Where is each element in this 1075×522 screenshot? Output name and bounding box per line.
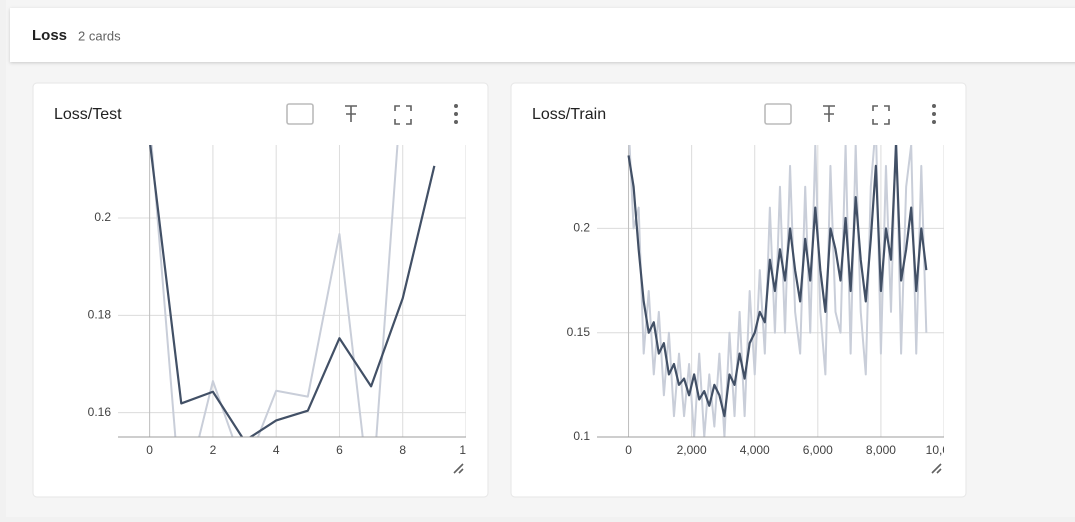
x-tick-label: 4: [273, 443, 280, 457]
fit-domain-button[interactable]: [286, 103, 314, 125]
resize-handle[interactable]: [453, 463, 464, 474]
card-title: Loss/Test: [54, 106, 122, 123]
tick-labels: 0.16 0.18 0.2 0 2 4 6 8 10: [88, 210, 473, 457]
y-tick-label: 0.2: [94, 210, 111, 224]
series-line: [627, 145, 928, 418]
x-tick-label: 10,000: [926, 443, 963, 457]
fullscreen-button[interactable]: [872, 105, 890, 125]
pin-button[interactable]: [345, 105, 357, 122]
card: Loss/Train 0.1 0.15 0.2 0 2,000 4,000 6,000 8,0…: [510, 82, 967, 498]
card-bg: [32, 82, 489, 498]
x-tick-label: 8: [399, 443, 406, 457]
y-tick-label: 0.1: [573, 429, 590, 443]
x-tick-label: 0: [146, 443, 153, 457]
x-tick-label: 6: [336, 443, 343, 457]
y-tick-label: 0.2: [573, 221, 590, 235]
fullscreen-button[interactable]: [394, 105, 412, 125]
group-count: 2 cards: [78, 28, 121, 43]
y-tick-label: 0.15: [567, 325, 591, 339]
fit-domain-button[interactable]: [764, 103, 792, 125]
resize-handle[interactable]: [931, 463, 942, 474]
x-tick-label: 2,000: [677, 443, 707, 457]
menu-button[interactable]: [454, 104, 458, 124]
x-tick-label: 8,000: [866, 443, 896, 457]
x-tick-label: 0: [625, 443, 632, 457]
series-line: [149, 145, 436, 437]
pin-button[interactable]: [823, 105, 835, 122]
group-header: [10, 8, 1075, 62]
plot-area: [118, 145, 466, 437]
x-tick-label: 6,000: [803, 443, 833, 457]
x-tick-label: 10: [459, 443, 473, 457]
y-tick-label: 0.18: [88, 308, 112, 322]
card-bg: [510, 82, 967, 498]
group-title: Loss: [32, 27, 67, 44]
x-tick-label: 4,000: [740, 443, 770, 457]
series-line: [150, 145, 399, 437]
card-toolbar: [286, 103, 464, 474]
tick-labels: 0.1 0.15 0.2 0 2,000 4,000 6,000 8,000 10,000: [567, 221, 963, 458]
series-line: [628, 145, 928, 437]
card-title: Loss/Train: [532, 106, 606, 123]
plot-area: [597, 145, 944, 437]
x-tick-label: 2: [210, 443, 217, 457]
menu-button[interactable]: [932, 104, 936, 124]
card: Loss/Test 0.16 0.18 0.2 0 2 4 6 8 10: [32, 82, 489, 498]
card-toolbar: [764, 103, 942, 474]
y-tick-label: 0.16: [88, 405, 112, 419]
